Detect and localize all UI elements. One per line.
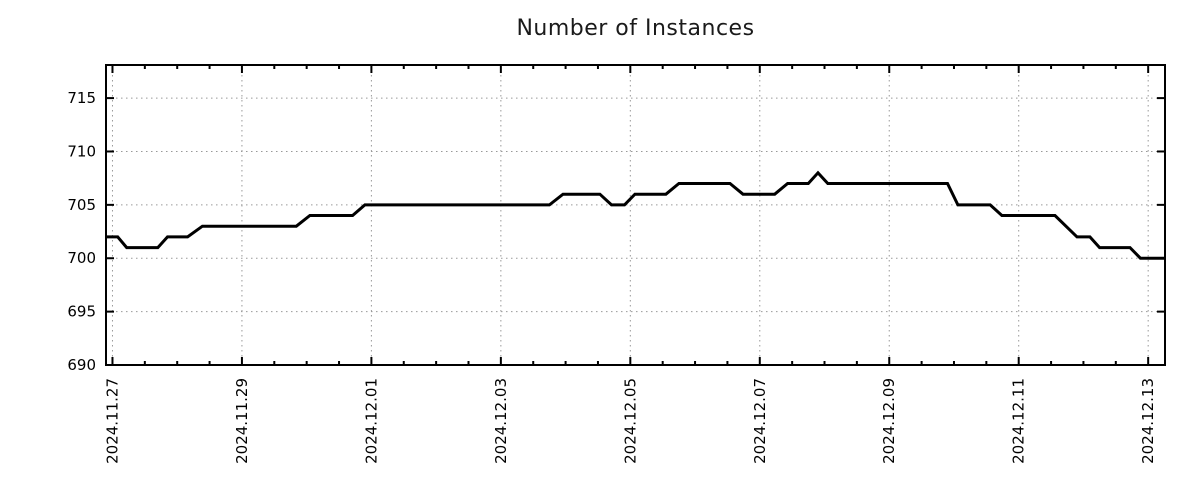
x-tick-label: 2024.12.09 bbox=[880, 378, 898, 464]
data-series-line bbox=[106, 170, 1165, 260]
y-tick-label: 705 bbox=[67, 196, 96, 214]
x-tick-label: 2024.12.05 bbox=[621, 378, 639, 464]
y-tick-label: 710 bbox=[67, 142, 96, 160]
y-tick-label: 715 bbox=[67, 89, 96, 107]
y-tick-label: 695 bbox=[67, 303, 96, 321]
x-tick-label: 2024.12.11 bbox=[1010, 378, 1028, 464]
x-tick-label: 2024.12.13 bbox=[1139, 378, 1157, 464]
x-tick-label: 2024.11.27 bbox=[103, 378, 121, 464]
x-tick-label: 2024.11.29 bbox=[233, 378, 251, 464]
plot-border bbox=[105, 64, 1166, 366]
x-tick-label: 2024.12.01 bbox=[362, 378, 380, 464]
chart-title: Number of Instances bbox=[516, 16, 755, 41]
x-tick-label: 2024.12.03 bbox=[492, 378, 510, 464]
y-tick-label: 690 bbox=[67, 356, 96, 374]
x-tick-label: 2024.12.07 bbox=[751, 378, 769, 464]
y-tick-label: 700 bbox=[67, 249, 96, 267]
